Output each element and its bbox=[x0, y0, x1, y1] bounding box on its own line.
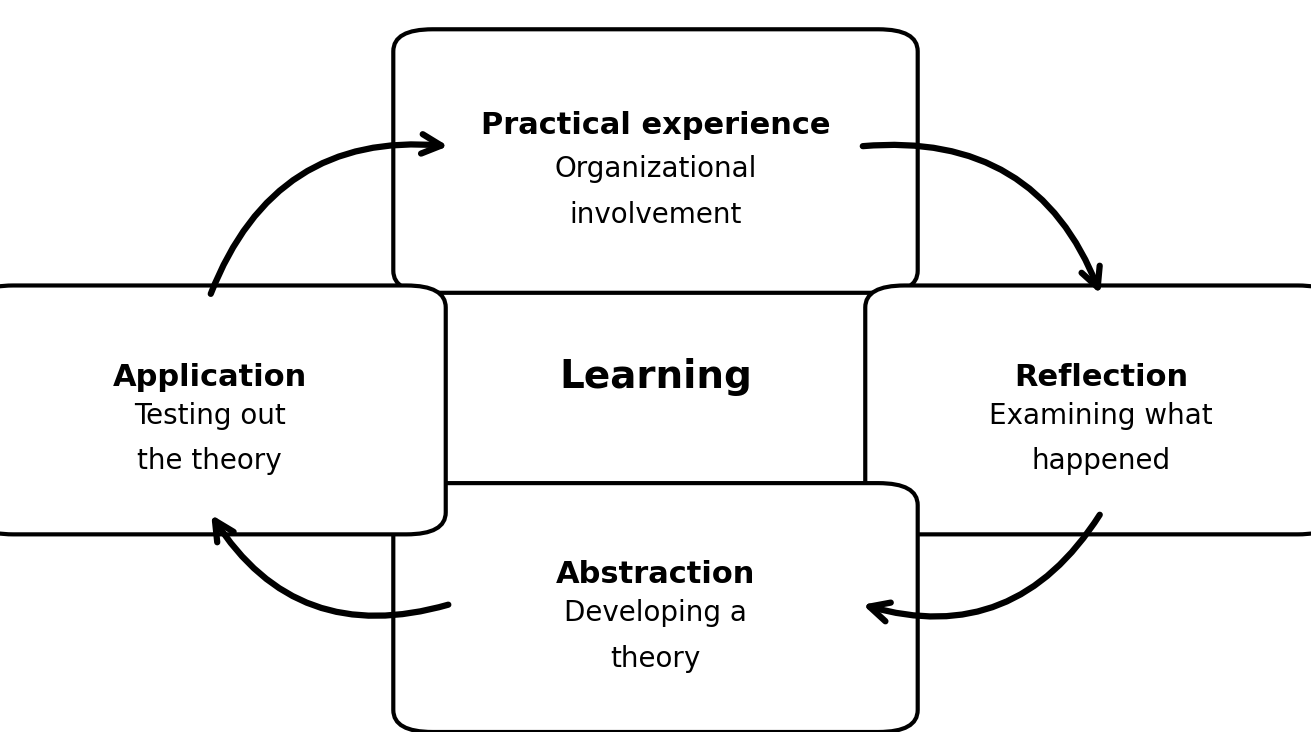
Text: Practical experience: Practical experience bbox=[481, 111, 830, 141]
Text: Reflection: Reflection bbox=[1015, 362, 1188, 392]
Text: Testing out
the theory: Testing out the theory bbox=[134, 402, 286, 475]
Text: Organizational
involvement: Organizational involvement bbox=[555, 155, 756, 228]
FancyBboxPatch shape bbox=[865, 285, 1311, 534]
Text: Application: Application bbox=[113, 362, 307, 392]
FancyBboxPatch shape bbox=[393, 29, 918, 293]
Text: Examining what
happened: Examining what happened bbox=[990, 402, 1213, 475]
Text: Developing a
theory: Developing a theory bbox=[564, 600, 747, 673]
Text: Abstraction: Abstraction bbox=[556, 560, 755, 589]
Text: Learning: Learning bbox=[558, 358, 753, 396]
FancyBboxPatch shape bbox=[393, 483, 918, 732]
FancyBboxPatch shape bbox=[0, 285, 446, 534]
